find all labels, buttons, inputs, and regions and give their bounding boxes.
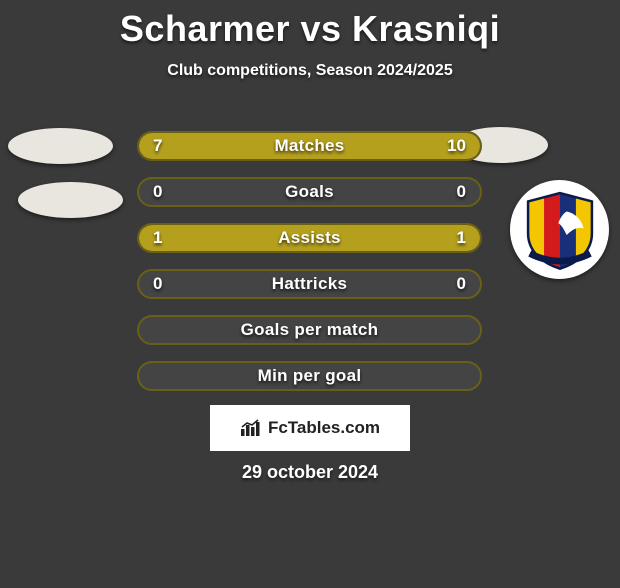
stat-label: Matches (274, 136, 344, 156)
stat-value-right: 0 (457, 274, 466, 294)
stat-row: Min per goal (137, 361, 482, 391)
stat-row: 0 0 Goals (137, 177, 482, 207)
stat-row: 1 1 Assists (137, 223, 482, 253)
stat-label: Goals per match (241, 320, 379, 340)
stat-label: Min per goal (258, 366, 362, 386)
avatar-player-left-2 (18, 182, 123, 218)
date-label: 29 october 2024 (0, 462, 620, 483)
stat-value-left: 0 (153, 274, 162, 294)
fctables-watermark: FcTables.com (210, 405, 410, 451)
chart-icon (240, 419, 262, 437)
stat-label: Assists (278, 228, 341, 248)
stat-row: 0 0 Hattricks (137, 269, 482, 299)
shield-icon (518, 188, 602, 272)
page-title: Scharmer vs Krasniqi (0, 8, 620, 50)
stat-row: Goals per match (137, 315, 482, 345)
stat-label: Goals (285, 182, 334, 202)
page-subtitle: Club competitions, Season 2024/2025 (0, 62, 620, 80)
stats-bars: 7 10 Matches 0 0 Goals 1 1 Assists 0 0 Hattricks Goa… (137, 131, 482, 407)
club-badge (510, 180, 609, 279)
stat-value-left: 7 (153, 136, 162, 156)
stat-row: 7 10 Matches (137, 131, 482, 161)
stat-value-right: 1 (457, 228, 466, 248)
avatar-player-left-1 (8, 128, 113, 164)
stat-label: Hattricks (272, 274, 347, 294)
stat-value-right: 0 (457, 182, 466, 202)
fctables-label: FcTables.com (268, 418, 380, 438)
stat-value-left: 1 (153, 228, 162, 248)
stat-value-left: 0 (153, 182, 162, 202)
stat-value-right: 10 (447, 136, 466, 156)
